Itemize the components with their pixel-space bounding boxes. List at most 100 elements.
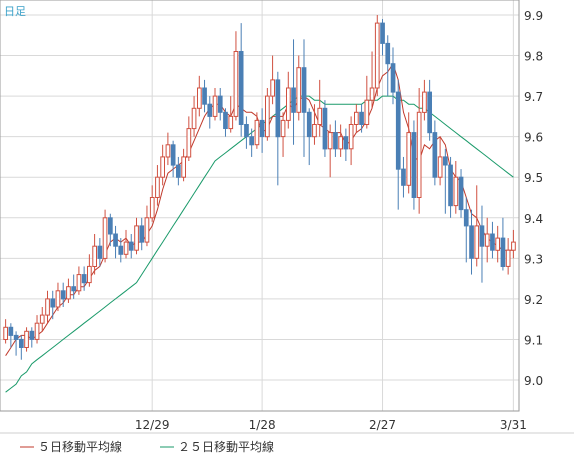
candle	[144, 205, 150, 247]
legend-label: ２５日移動平均線	[178, 439, 274, 454]
candle-body	[453, 176, 459, 207]
candle	[19, 335, 24, 360]
candle-body	[291, 87, 296, 113]
candle	[385, 35, 391, 97]
candle-body	[34, 322, 40, 340]
candle	[228, 96, 234, 133]
x-tick-label: 2/27	[369, 418, 396, 432]
candle	[197, 75, 202, 117]
candle-body	[275, 79, 281, 138]
candle	[479, 205, 485, 283]
candle	[97, 238, 103, 267]
y-tick-label: 9.2	[524, 293, 543, 307]
candle-body	[333, 132, 338, 150]
candle	[463, 197, 469, 263]
candle-body	[144, 217, 150, 243]
candle-body	[385, 42, 391, 65]
candle	[191, 96, 197, 137]
candle-body	[479, 225, 485, 247]
candle	[474, 185, 480, 267]
legend: ５日移動平均線 ２５日移動平均線	[20, 439, 274, 454]
candle-body	[474, 225, 480, 259]
candle-body	[87, 265, 92, 284]
candle	[354, 104, 359, 133]
candle	[380, 19, 385, 56]
candle	[186, 116, 192, 161]
candle-body	[155, 176, 160, 198]
candle	[422, 79, 427, 121]
candle-body	[484, 233, 490, 247]
candle	[484, 217, 490, 263]
candle-body	[71, 286, 77, 292]
candle-body	[3, 326, 8, 340]
candle-body	[66, 286, 71, 300]
candle-body	[312, 124, 317, 138]
candle	[8, 323, 14, 348]
candle	[118, 238, 124, 263]
candle	[458, 169, 464, 218]
candle	[29, 327, 35, 348]
candle	[296, 55, 302, 121]
candle-body	[500, 237, 506, 268]
candle	[401, 156, 406, 198]
candle	[390, 47, 396, 105]
candle	[60, 282, 66, 307]
candle-body	[369, 87, 375, 101]
candle	[374, 15, 380, 97]
candle	[139, 217, 145, 251]
candle-body	[128, 241, 134, 251]
candle-body	[24, 330, 29, 348]
candle-body	[458, 176, 464, 211]
candle-body	[505, 249, 511, 267]
candle	[249, 128, 255, 157]
candle	[322, 100, 328, 157]
candle	[128, 234, 134, 259]
candle-body	[259, 119, 265, 138]
candle	[411, 120, 417, 210]
candle	[427, 79, 432, 141]
candle-body	[380, 22, 385, 44]
candle	[212, 88, 218, 121]
candle-body	[469, 225, 474, 259]
candle	[364, 75, 370, 129]
candle	[24, 327, 29, 352]
candle-body	[76, 274, 82, 292]
candle	[123, 229, 129, 259]
candle-body	[490, 233, 495, 251]
y-tick-label: 9.8	[524, 50, 543, 64]
candles-layer	[3, 15, 516, 360]
candle-body	[29, 330, 35, 340]
candle	[301, 39, 307, 157]
candle-body	[55, 290, 61, 308]
candle	[490, 221, 495, 259]
y-tick-label: 9.6	[524, 131, 543, 145]
candle	[66, 278, 71, 303]
candle	[233, 31, 239, 121]
candle-body	[306, 111, 312, 138]
candle-body	[254, 119, 260, 146]
candle	[176, 156, 181, 186]
candle-body	[286, 87, 291, 121]
x-tick-label: 3/31	[500, 418, 527, 432]
candle	[306, 108, 312, 166]
candle-body	[60, 290, 66, 300]
candle-body	[364, 99, 370, 125]
candle-body	[197, 87, 202, 109]
y-tick-label: 9.0	[524, 374, 543, 388]
candle-body	[249, 136, 255, 146]
candle	[181, 148, 187, 182]
candle-body	[343, 136, 349, 150]
candle-body	[338, 136, 343, 150]
candle-body	[186, 128, 192, 158]
grid-lines	[0, 0, 519, 411]
candle-body	[39, 314, 45, 324]
candle	[134, 217, 139, 255]
candle	[71, 274, 77, 299]
candle-body	[102, 217, 108, 259]
y-tick-label: 9.5	[524, 171, 543, 185]
candle-body	[134, 225, 139, 251]
candle	[280, 112, 286, 157]
candle-body	[165, 144, 171, 158]
candle-body	[322, 107, 328, 150]
candle-body	[149, 197, 155, 219]
